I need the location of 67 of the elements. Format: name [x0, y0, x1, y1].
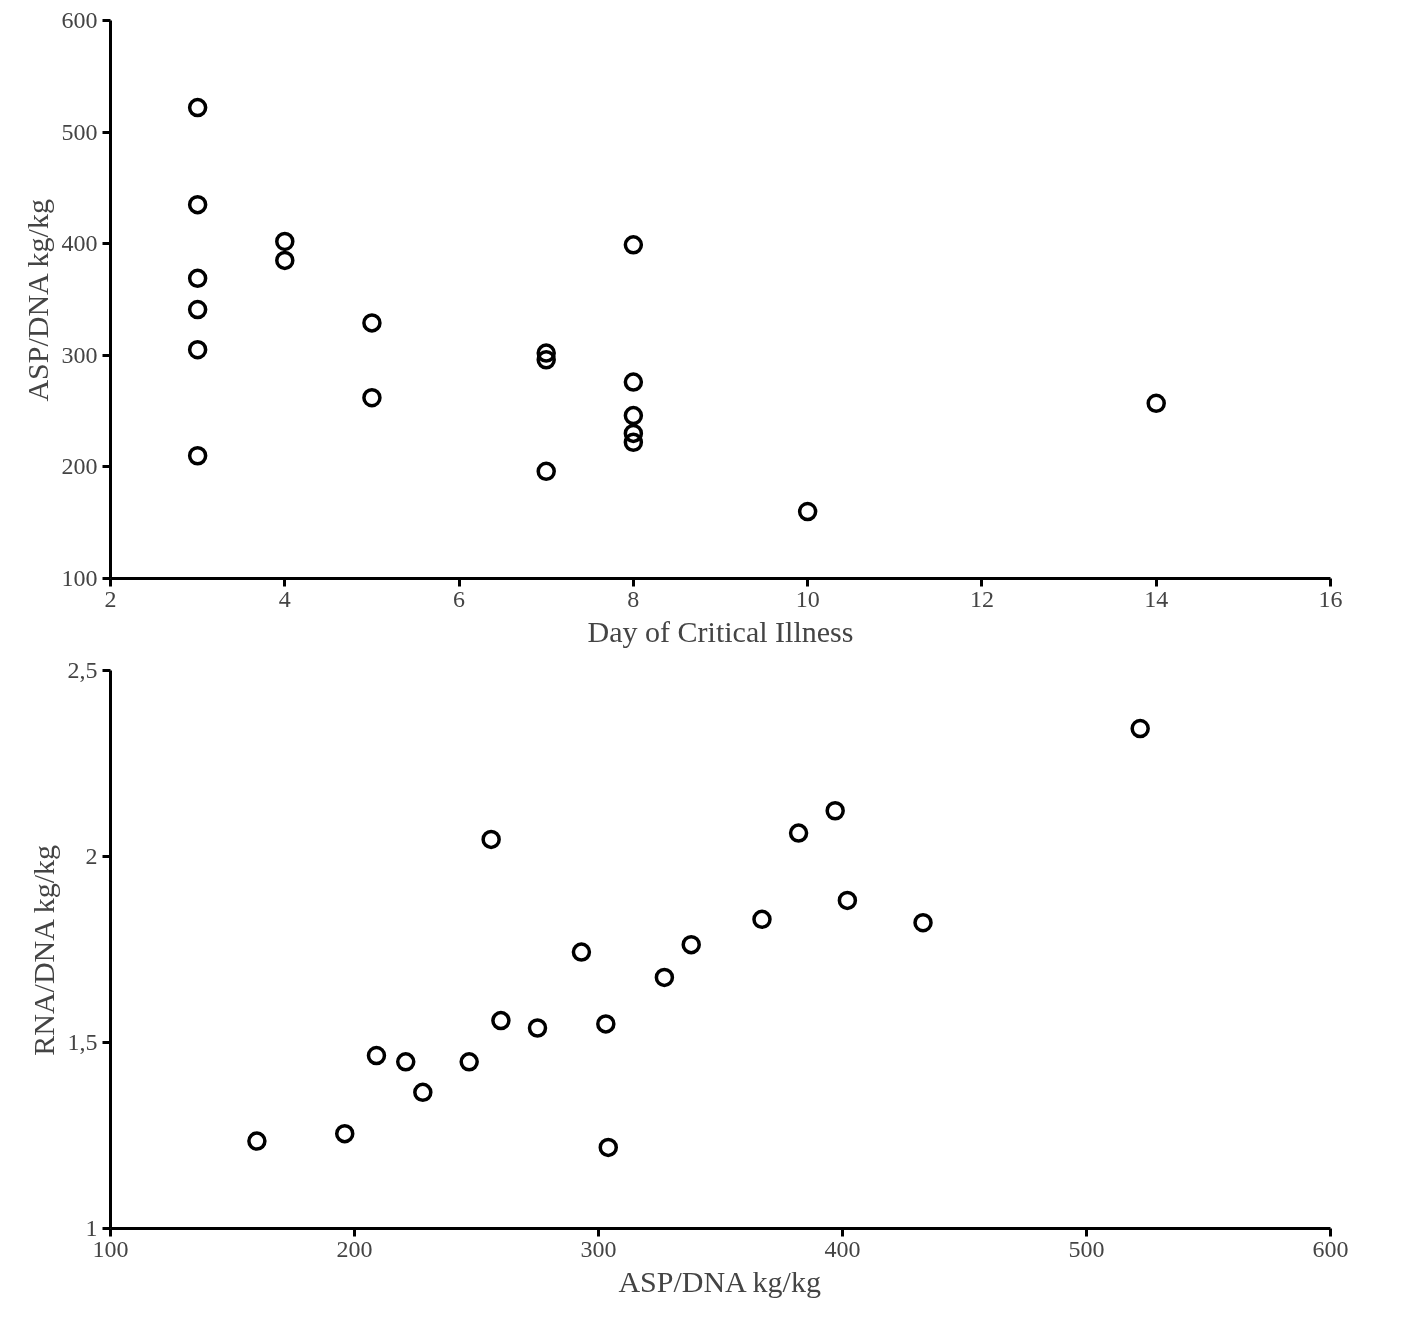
x-tick-label: 200 [336, 1235, 373, 1262]
point [366, 1045, 387, 1066]
point [527, 1018, 548, 1038]
point [275, 250, 295, 271]
point [334, 1123, 355, 1144]
x-tick-label: 300 [580, 1235, 617, 1262]
point [913, 912, 933, 933]
x-tick-label: 10 [795, 585, 820, 612]
point [837, 890, 858, 911]
point [1146, 393, 1166, 414]
point [187, 446, 208, 466]
point [681, 934, 701, 955]
point [275, 231, 295, 252]
y-tick-label: 300 [61, 341, 98, 368]
point [623, 372, 644, 392]
y-tick-label: 400 [61, 230, 98, 257]
point [459, 1052, 479, 1072]
point [1130, 718, 1150, 739]
x-tick-label: 6 [453, 585, 466, 612]
point [654, 967, 675, 988]
y-tick-label: 1,5 [67, 1029, 98, 1055]
point [598, 1137, 619, 1158]
x-tick-label: 2 [104, 585, 117, 612]
point [362, 313, 382, 333]
x-tick-label: 500 [1068, 1235, 1105, 1262]
x-tick-label: 14 [1144, 585, 1169, 612]
point [187, 194, 208, 215]
y-tick-label: 1 [85, 1215, 98, 1241]
y-tick-label: 200 [61, 453, 98, 480]
x-tick-label: 12 [969, 585, 994, 612]
point [752, 909, 772, 930]
y-tick-label: 500 [61, 118, 98, 145]
point [413, 1082, 433, 1103]
point [536, 343, 556, 363]
point [247, 1131, 267, 1151]
point [797, 501, 818, 522]
point [187, 97, 208, 118]
x-tick-label: 400 [824, 1235, 861, 1262]
point [187, 299, 208, 320]
y-tick-label: 2,5 [67, 657, 98, 683]
x-tick-label: 8 [627, 585, 640, 612]
point [623, 405, 644, 426]
x-axis-title: ASP/DNA kg/kg [618, 1264, 821, 1298]
point [623, 235, 644, 255]
point [536, 461, 556, 482]
y-tick-label: 100 [61, 565, 98, 591]
y-tick-label: 600 [61, 7, 98, 33]
point [395, 1052, 416, 1072]
x-tick-label: 16 [1318, 585, 1343, 612]
point [187, 268, 208, 289]
y-tick-label: 2 [85, 843, 98, 869]
point [481, 829, 501, 850]
x-tick-label: 600 [1312, 1235, 1349, 1262]
point [571, 942, 592, 962]
point [187, 339, 208, 360]
point [362, 387, 382, 408]
x-tick-label: 4 [278, 585, 291, 612]
point [491, 1010, 511, 1031]
y-axis-title: RNA/DNA kg/kg [26, 844, 60, 1056]
point [825, 801, 845, 821]
point [788, 823, 809, 843]
x-axis-title: Day of Critical Illness [587, 614, 854, 648]
point [596, 1014, 616, 1034]
point [536, 350, 556, 370]
point [623, 423, 644, 444]
point [623, 432, 644, 453]
y-axis-title: ASP/DNA kg/kg [20, 199, 54, 402]
